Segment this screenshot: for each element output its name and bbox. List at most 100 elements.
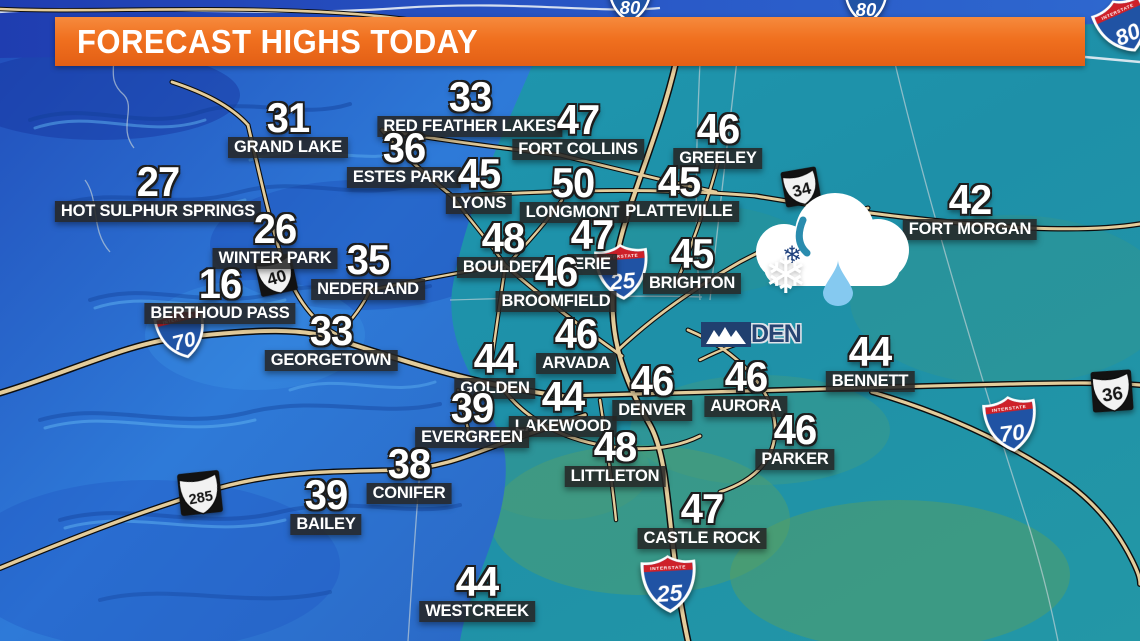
page-title: FORECAST HIGHS TODAY [77, 22, 478, 60]
temperature-value: 47 [556, 96, 600, 143]
city-name: BERTHOUD PASS [144, 303, 296, 324]
city-castle-rock: 47 CASTLE ROCK [637, 488, 767, 549]
temperature-value: 50 [551, 159, 595, 206]
city-littleton: 48 LITTLETON [564, 426, 666, 487]
city-name: LONGMONT [519, 202, 627, 223]
snowflake-icon: ❄ [764, 247, 808, 305]
city-bennett: 44 BENNETT [825, 328, 915, 392]
city-boulder: 48 BOULDER [456, 214, 550, 278]
temperature-value: 31 [266, 94, 310, 141]
city-arvada: 46 ARVADA [536, 310, 616, 374]
city-name: ESTES PARK [346, 167, 462, 188]
svg-text:INTERSTATE: INTERSTATE [650, 564, 686, 572]
temperature-value: 45 [457, 150, 501, 197]
temperature-value: 42 [948, 176, 992, 223]
city-name: CASTLE ROCK [637, 528, 767, 549]
city-longmont: 50 LONGMONT [519, 159, 627, 223]
den-airport-peaks-icon [701, 322, 751, 347]
city-brighton: 45 BRIGHTON [642, 230, 742, 294]
us-route-34-shield: 34 [773, 159, 829, 215]
svg-text:80: 80 [856, 0, 877, 20]
city-greeley: 46 GREELEY [673, 105, 763, 169]
den-airport-label: DEN [751, 320, 802, 348]
temperature-value: 48 [481, 214, 525, 261]
city-red-feather-lakes: 33 RED FEATHER LAKES [377, 73, 563, 137]
svg-text:80: 80 [620, 0, 641, 18]
temperature-value: 46 [534, 248, 578, 295]
city-evergreen: 39 EVERGREEN [415, 387, 529, 448]
city-name: BRIGHTON [642, 273, 742, 294]
city-name: PARKER [755, 449, 835, 470]
city-name: CONIFER [366, 483, 452, 504]
svg-text:70: 70 [998, 419, 1026, 447]
raindrop-icon [823, 260, 853, 306]
svg-text:285: 285 [188, 489, 215, 509]
city-nederland: 35 NEDERLAND [311, 236, 425, 300]
city-parker: 46 PARKER [755, 406, 835, 470]
city-name: RED FEATHER LAKES [377, 116, 563, 137]
temperature-value: 36 [382, 124, 426, 171]
city-georgetown: 33 GEORGETOWN [264, 307, 398, 371]
city-name: BROOMFIELD [495, 291, 617, 312]
city-name: LYONS [445, 193, 513, 214]
city-lyons: 45 LYONS [445, 150, 513, 214]
us-route-36-shield: 36 [1083, 362, 1140, 421]
city-berthoud-pass: 16 BERTHOUD PASS [144, 260, 296, 324]
city-name: ARVADA [536, 353, 616, 374]
city-name: GREELEY [673, 148, 763, 169]
city-name: LITTLETON [564, 466, 666, 487]
city-fort-morgan: 42 FORT MORGAN [902, 176, 1038, 240]
interstate-80-shield: INTERSTATE 80 [1086, 0, 1140, 65]
city-bailey: 39 BAILEY [290, 471, 362, 535]
svg-text:INTERSTATE: INTERSTATE [603, 253, 638, 261]
city-name: FORT COLLINS [512, 139, 644, 160]
temperature-value: 39 [304, 471, 348, 518]
temperature-value: 46 [554, 310, 598, 357]
city-name: BENNETT [825, 371, 915, 392]
svg-text:25: 25 [655, 580, 684, 607]
temperature-value: 46 [630, 357, 674, 404]
city-broomfield: 46 BROOMFIELD [495, 248, 617, 312]
temperature-value: 44 [848, 328, 892, 375]
city-name: EVERGREEN [415, 427, 529, 448]
temperature-value: 44 [455, 558, 499, 605]
city-name: WINTER PARK [212, 248, 338, 269]
city-name: LAKEWOOD [508, 416, 618, 437]
city-name: GEORGETOWN [264, 350, 398, 371]
city-name: GOLDEN [454, 378, 536, 399]
city-grand-lake: 31 GRAND LAKE [228, 94, 348, 158]
interstate-25-shield: INTERSTATE 25 [638, 552, 699, 616]
city-estes-park: 36 ESTES PARK [346, 124, 462, 188]
svg-text:40: 40 [265, 265, 289, 290]
city-aurora: 46 AURORA [704, 353, 788, 417]
interstate-80-shield: INTERSTATE 80 [843, 0, 889, 26]
us-route-285-shield: 285 [169, 462, 232, 525]
temperature-value: 46 [773, 406, 817, 453]
city-platteville: 45 PLATTEVILLE [619, 161, 739, 222]
temperature-value: 26 [253, 205, 297, 252]
temperature-value: 46 [724, 353, 768, 400]
city-lakewood: 44 LAKEWOOD [508, 376, 618, 437]
temperature-value: 46 [696, 105, 740, 152]
temperature-value: 38 [387, 440, 431, 487]
temperature-value: 33 [448, 73, 492, 120]
temperature-value: 47 [570, 211, 614, 258]
temperature-value: 45 [670, 230, 714, 277]
temperature-value: 33 [309, 307, 353, 354]
city-fort-collins: 47 FORT COLLINS [512, 96, 644, 160]
city-westcreek: 44 WESTCREEK [419, 558, 535, 622]
small-snowflake-icon: ❄ [782, 242, 803, 269]
interstate-70-shield: INTERSTATE 70 [980, 391, 1043, 457]
plains-green-patches [470, 205, 1140, 641]
den-airport-logo: DEN [701, 320, 802, 348]
city-winter-park: 26 WINTER PARK [212, 205, 338, 269]
temperature-value: 27 [136, 158, 180, 205]
temperature-value: 16 [198, 260, 242, 307]
temperature-value: 35 [346, 236, 390, 283]
city-name: AURORA [704, 396, 788, 417]
title-banner: FORECAST HIGHS TODAY [55, 17, 1085, 66]
